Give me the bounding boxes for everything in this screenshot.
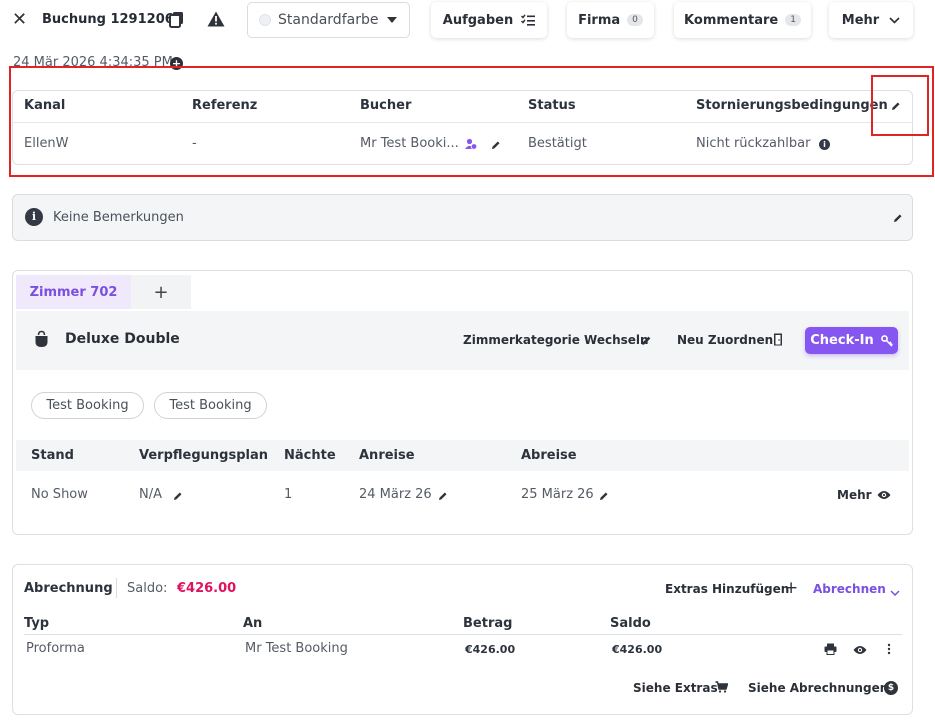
summary-divider (12, 122, 913, 123)
billing-table-divider (24, 634, 902, 635)
notes-text: Keine Bemerkungen (53, 210, 184, 225)
booker-profile-icon[interactable] (465, 138, 478, 154)
booking-summary-card (12, 90, 913, 165)
tasks-label: Aufgaben (442, 12, 514, 28)
color-select[interactable]: Standardfarbe (247, 2, 410, 38)
check-in-label: Check-In (810, 333, 874, 348)
edit-cancellation-pencil-icon[interactable] (891, 100, 901, 115)
warning-icon[interactable] (207, 11, 225, 31)
add-extras-button[interactable]: Extras Hinzufügen (665, 582, 790, 596)
plus-icon[interactable]: + (784, 578, 799, 598)
balance-value: €426.00 (177, 581, 237, 596)
dollar-icon[interactable]: $ (884, 681, 898, 695)
status-value: Bestätigt (528, 136, 587, 151)
header-arrival: Anreise (359, 448, 415, 463)
check-in-button[interactable]: Check-In (805, 327, 898, 354)
copy-icon[interactable] (169, 11, 185, 33)
header-amount: Betrag (463, 616, 513, 631)
header-state: Stand (31, 448, 74, 463)
comments-label: Kommentare (684, 12, 779, 28)
header-balance: Saldo (610, 616, 651, 631)
invoice-to-value: Mr Test Booking (245, 641, 348, 656)
meal-plan-value: N/A (139, 487, 162, 502)
invoice-amount-value: €426.00 (465, 643, 516, 656)
header-booker: Bucher (360, 98, 412, 113)
see-invoices-button[interactable]: Siehe Abrechnungen (748, 681, 889, 695)
company-label: Firma (578, 12, 621, 28)
room-header (16, 311, 909, 370)
reference-value: - (192, 136, 197, 151)
invoice-type-value: Proforma (26, 641, 85, 656)
invoice-balance-value: €426.00 (612, 643, 663, 656)
reassign-button[interactable]: Neu Zuordnen (677, 333, 774, 347)
tab-room-702[interactable]: Zimmer 702 (16, 275, 131, 309)
checklist-icon (521, 14, 536, 26)
comments-button[interactable]: Kommentare 1 (674, 2, 811, 38)
header-departure: Abreise (521, 448, 577, 463)
door-icon[interactable] (773, 333, 783, 350)
highlight-frame (9, 66, 934, 177)
add-room-tab[interactable]: + (131, 275, 191, 309)
cart-icon[interactable] (715, 681, 729, 697)
guest-chip[interactable]: Test Booking (154, 392, 267, 419)
chevron-down-icon (889, 16, 900, 24)
more-button[interactable]: Mehr (829, 2, 913, 38)
state-value: No Show (31, 487, 88, 502)
notes-card (12, 194, 913, 241)
billing-title: Abrechnung (24, 581, 113, 596)
caret-down-icon (387, 17, 397, 23)
booking-title: Buchung 1291206 (42, 12, 174, 27)
highlight-frame-edit (871, 75, 929, 136)
channel-value: EllenW (24, 136, 69, 151)
header-channel: Kanal (24, 98, 66, 113)
change-category-button[interactable]: Zimmerkategorie Wechseln (463, 333, 649, 347)
color-swatch (259, 14, 271, 26)
departure-value: 25 März 26 (521, 487, 594, 502)
stay-header-row (16, 440, 909, 471)
kebab-menu-icon[interactable] (887, 643, 891, 659)
edit-meal-plan-pencil-icon[interactable] (173, 490, 183, 505)
edit-departure-pencil-icon[interactable] (599, 490, 609, 505)
room-bell-icon (34, 330, 49, 352)
billing-card (12, 564, 913, 715)
header-type: Typ (24, 616, 50, 631)
eye-icon[interactable] (877, 489, 891, 504)
print-icon[interactable] (824, 643, 837, 659)
header-cancellation: Stornierungsbedingungen (696, 98, 888, 113)
settle-button[interactable]: Abrechnen (813, 582, 886, 596)
balance-label: Saldo: (127, 581, 168, 596)
company-count-badge: 0 (627, 14, 643, 26)
company-button[interactable]: Firma 0 (567, 2, 654, 38)
guest-chip[interactable]: Test Booking (31, 392, 144, 419)
header-nights: Nächte (284, 448, 336, 463)
billing-divider (116, 578, 117, 598)
room-category: Deluxe Double (65, 331, 180, 347)
header-status: Status (528, 98, 576, 113)
arrival-value: 24 März 26 (359, 487, 432, 502)
comments-count-badge: 1 (785, 14, 801, 26)
key-icon (880, 334, 893, 347)
more-label: Mehr (841, 12, 880, 28)
color-select-value: Standardfarbe (278, 12, 379, 28)
cancellation-info-icon[interactable]: i (819, 139, 830, 150)
header-meal-plan: Verpflegungsplan (139, 448, 268, 463)
cancellation-value: Nicht rückzahlbar (696, 136, 811, 151)
header-to: An (243, 616, 263, 631)
edit-notes-pencil-icon[interactable] (893, 212, 903, 227)
view-invoice-eye-icon[interactable] (853, 644, 867, 659)
header-reference: Referenz (192, 98, 258, 113)
stay-more-button[interactable]: Mehr (837, 488, 872, 502)
edit-booker-pencil-icon[interactable] (491, 139, 501, 154)
settle-chevron-down-icon[interactable] (890, 585, 900, 600)
close-icon[interactable]: ✕ (12, 9, 28, 30)
change-category-pencil-icon[interactable] (641, 335, 652, 350)
tasks-button[interactable]: Aufgaben (431, 2, 547, 38)
edit-arrival-pencil-icon[interactable] (438, 490, 448, 505)
info-icon: i (25, 208, 43, 226)
booker-value[interactable]: Mr Test Booki... (360, 136, 459, 151)
nights-value: 1 (284, 487, 293, 502)
see-extras-button[interactable]: Siehe Extras (633, 681, 718, 695)
